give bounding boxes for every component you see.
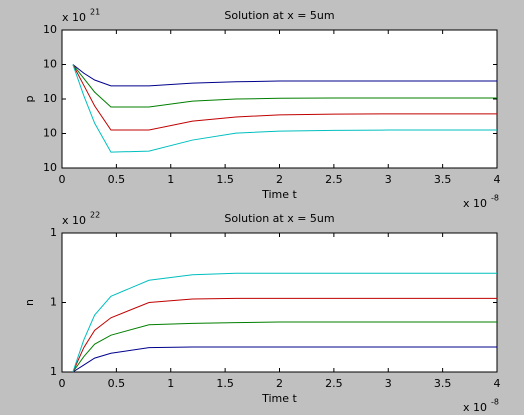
x-tick-label: 2: [276, 377, 283, 390]
x-tick-label: 4: [494, 173, 501, 186]
data-line: [72, 272, 497, 373]
plot-area: [61, 29, 498, 169]
y-tick-label: 10: [43, 127, 57, 140]
y-tick-label: 1: [50, 365, 57, 378]
y-tick-label: 1: [50, 226, 57, 239]
x-tick-label: 1.5: [216, 377, 234, 390]
data-line: [72, 297, 497, 373]
x-tick-label: 0.5: [108, 173, 126, 186]
x-axis-label: Time t: [261, 392, 297, 405]
data-line: [72, 64, 497, 153]
y-exponent-power: 21: [90, 8, 100, 17]
y-axis-label: p: [23, 95, 36, 102]
x-tick-label: 2.5: [325, 377, 343, 390]
x-tick-label: 1: [167, 377, 174, 390]
x-axis-label: Time t: [261, 188, 297, 201]
x-tick-label: 0: [59, 173, 66, 186]
x-tick-label: 1: [167, 173, 174, 186]
chart-title: Solution at x = 5um: [224, 9, 334, 22]
x-exponent-base: x 10: [463, 197, 487, 210]
y-tick-label: 10: [43, 161, 57, 174]
data-line: [72, 321, 497, 373]
x-tick-label: 2.5: [325, 173, 343, 186]
chart-title: Solution at x = 5um: [224, 212, 334, 225]
y-exponent-base: x 10: [62, 11, 86, 24]
y-axis-label: n: [23, 299, 36, 306]
y-tick-label: 10: [43, 92, 57, 105]
x-tick-label: 2: [276, 173, 283, 186]
x-exponent-base: x 10: [463, 401, 487, 414]
x-exponent-power: -8: [491, 194, 499, 203]
y-tick-label: 1: [50, 296, 57, 309]
x-tick-label: 3.5: [434, 377, 452, 390]
x-exponent-power: -8: [491, 398, 499, 407]
data-line: [72, 64, 497, 87]
data-line: [72, 64, 497, 108]
x-tick-label: 0.5: [108, 377, 126, 390]
x-tick-label: 0: [59, 377, 66, 390]
x-tick-label: 4: [494, 377, 501, 390]
data-line: [72, 64, 497, 131]
y-tick-label: 10: [43, 23, 57, 36]
x-tick-label: 1.5: [216, 173, 234, 186]
data-line: [72, 346, 497, 373]
y-tick-label: 10: [43, 58, 57, 71]
x-tick-label: 3: [385, 173, 392, 186]
x-tick-label: 3: [385, 377, 392, 390]
y-exponent-power: 22: [90, 211, 100, 220]
y-exponent-base: x 10: [62, 214, 86, 227]
x-tick-label: 3.5: [434, 173, 452, 186]
